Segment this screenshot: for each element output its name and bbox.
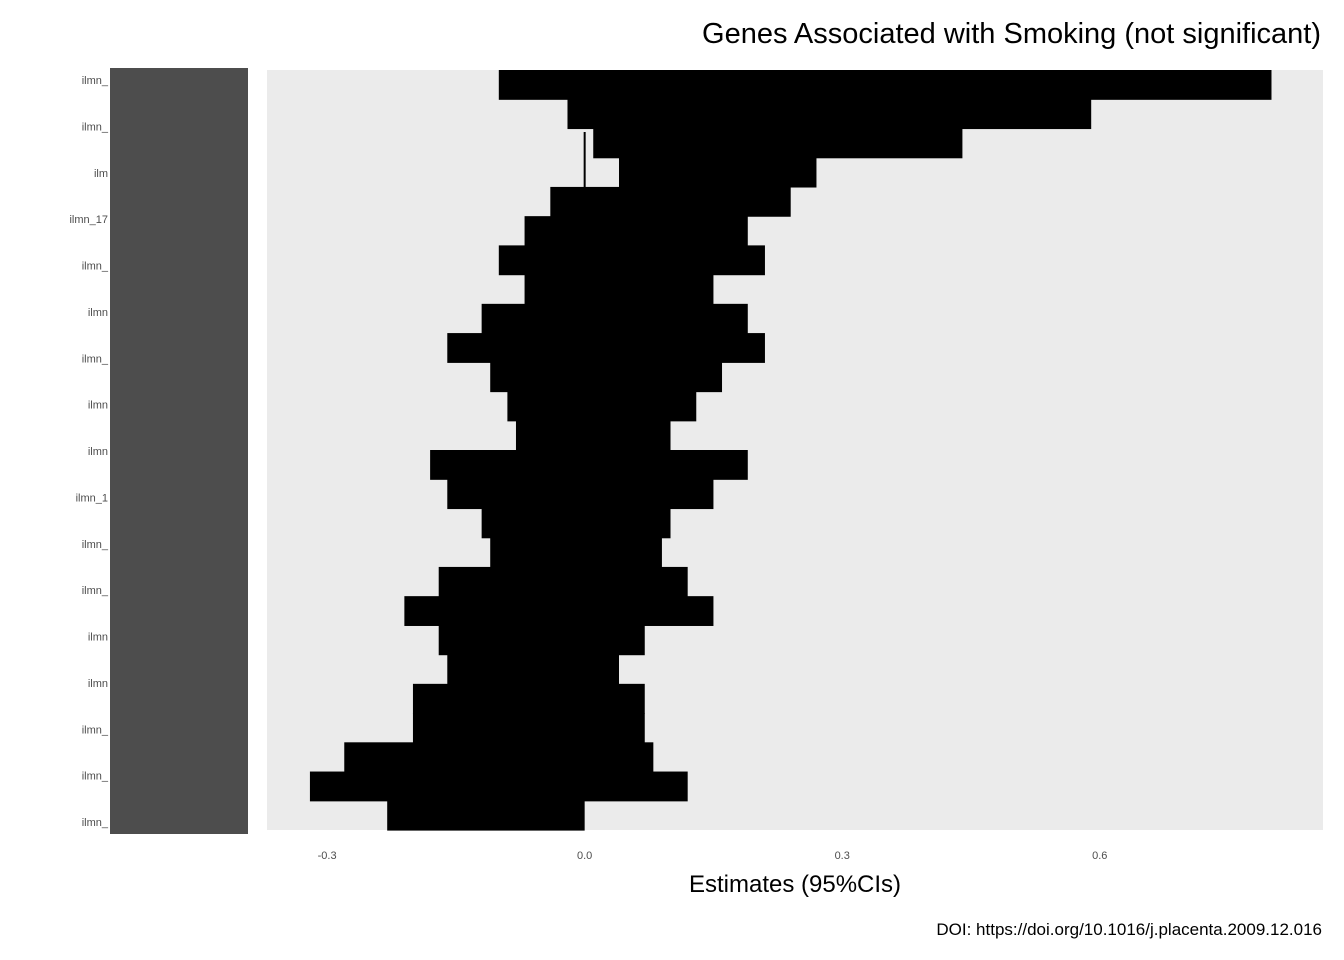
x-tick-label-2: 0.0 (577, 850, 592, 862)
ci-bar-26 (387, 800, 585, 831)
x-tick-label-3: 0.3 (835, 850, 850, 862)
x-tick-label-4: 0.6 (1092, 850, 1107, 862)
ci-bar-22 (412, 683, 645, 714)
y-label-16: ilmn_ (82, 771, 109, 783)
ci-bar-23 (412, 713, 645, 743)
ci-bar-10 (447, 333, 765, 363)
y-label-15: ilmn_ (82, 724, 109, 736)
ci-bar-2 (567, 99, 1092, 130)
chart-title: Genes Associated with Smoking (not signi… (702, 18, 1321, 50)
ci-bar-13 (515, 420, 671, 451)
y-label-5: ilmn_ (82, 261, 109, 273)
y-label-14: ilmn (88, 678, 108, 690)
y-label-10: ilmn_1 (76, 492, 108, 504)
doi-caption: DOI: https://doi.org/10.1016/j.placenta.… (936, 920, 1322, 939)
y-label-4: ilmn_17 (69, 214, 108, 226)
label-block (110, 68, 248, 834)
y-label-block (110, 68, 248, 834)
x-axis-label: Estimates (95%CIs) (689, 871, 901, 898)
x-tick-labels: -0.3 0.0 0.3 0.6 (318, 850, 1108, 862)
ci-bar-11 (490, 362, 723, 393)
ci-bar-17 (490, 537, 662, 568)
y-label-3: ilm (94, 168, 108, 180)
ci-bar-1 (498, 70, 1272, 100)
y-label-12: ilmn_ (82, 585, 109, 597)
ci-bar-7 (498, 245, 765, 276)
ci-bar-14 (430, 450, 748, 480)
y-label-8: ilmn (88, 400, 108, 412)
interval-bars (309, 70, 1272, 831)
ci-bar-18 (438, 566, 688, 597)
ci-bar-12 (507, 391, 697, 422)
ci-bar-25 (309, 771, 688, 802)
ci-bar-6 (524, 216, 748, 246)
y-label-17: ilmn_ (82, 817, 109, 829)
ci-bar-5 (550, 186, 791, 217)
y-label-13: ilmn (88, 632, 108, 644)
y-label-6: ilmn (88, 307, 108, 319)
x-tick-label-1: -0.3 (318, 850, 337, 862)
ci-bar-8 (524, 274, 714, 305)
y-label-1: ilmn_ (82, 75, 109, 87)
ci-bar-16 (481, 508, 671, 539)
ci-bar-24 (344, 742, 654, 773)
y-label-11: ilmn_ (82, 539, 109, 551)
y-label-9: ilmn (88, 446, 108, 458)
y-tick-labels: ilmn_ilmn_ilmilmn_17ilmn_ilmnilmn_ilmnil… (69, 75, 108, 829)
ci-bar-9 (481, 303, 748, 334)
ci-bar-19 (404, 596, 714, 626)
ci-bar-3 (593, 128, 963, 159)
ci-bar-15 (447, 479, 714, 510)
y-label-2: ilmn_ (82, 121, 109, 133)
ci-bar-4 (619, 157, 817, 188)
y-label-7: ilmn_ (82, 353, 109, 365)
ci-bar-21 (447, 654, 619, 685)
ci-bar-20 (438, 625, 645, 656)
